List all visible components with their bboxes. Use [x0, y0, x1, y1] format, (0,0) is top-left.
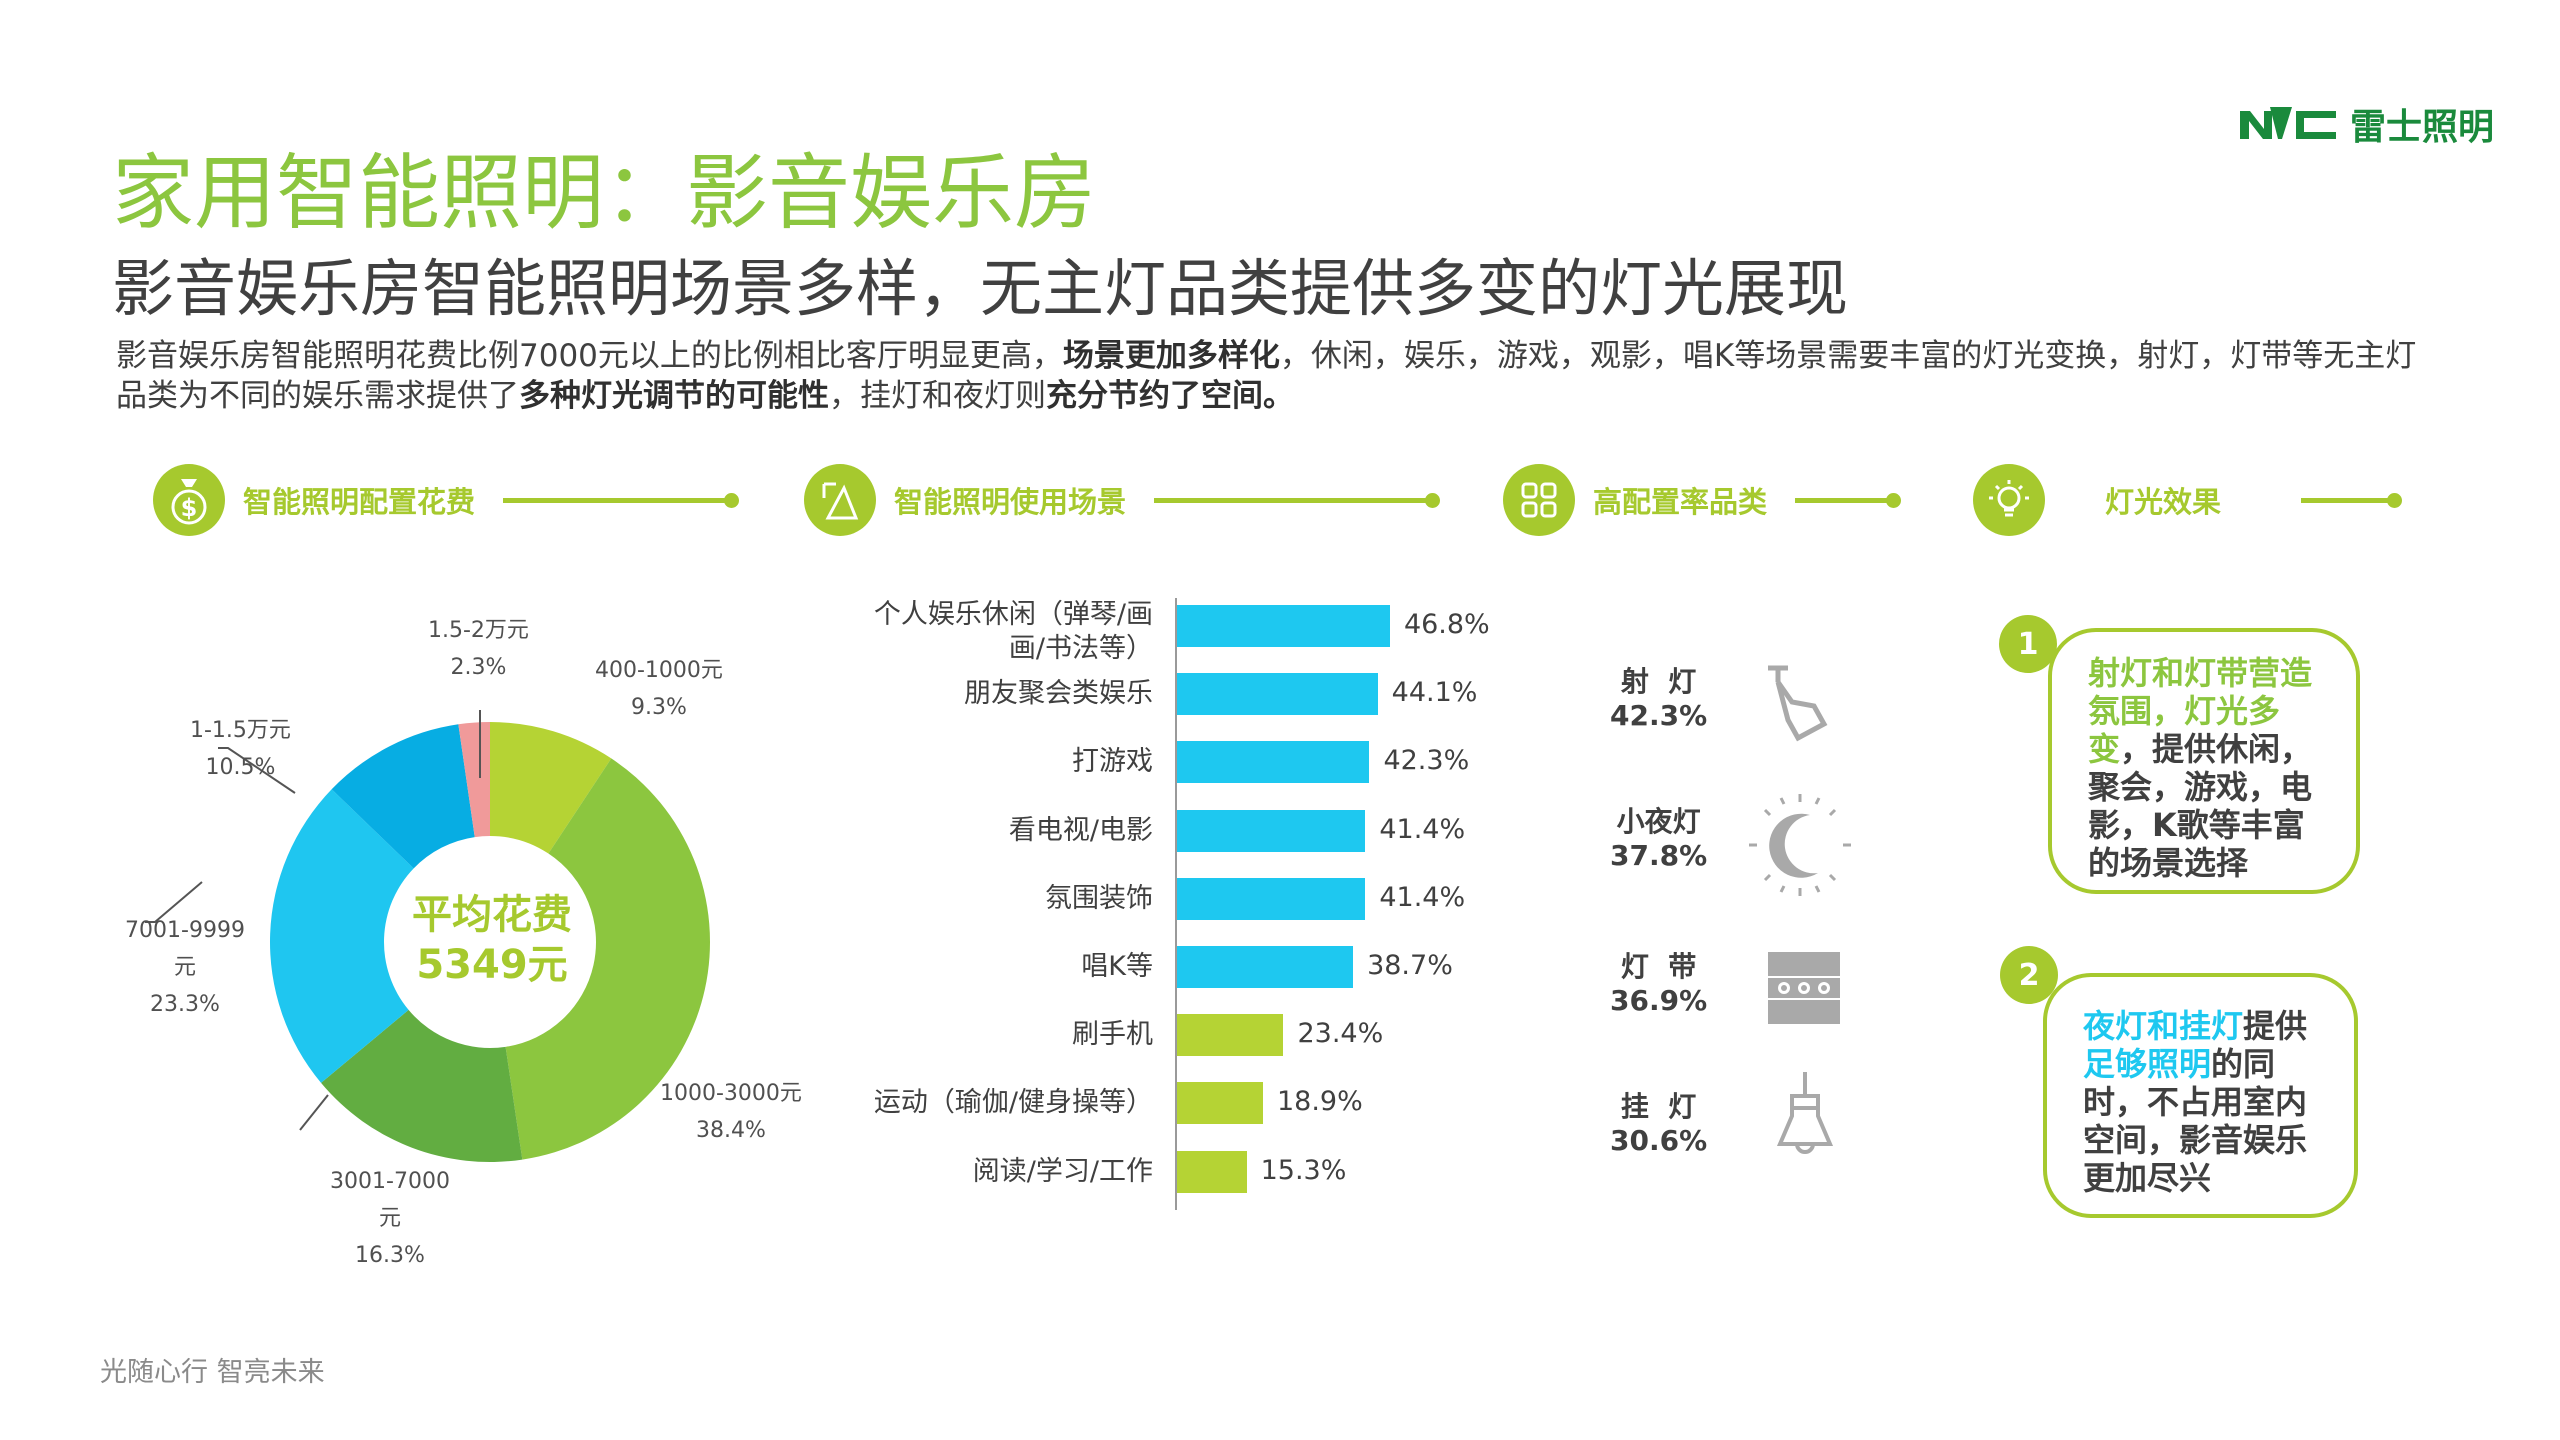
bar-value-label: 15.3% — [1260, 1154, 1347, 1186]
money-bag-icon: $ — [153, 464, 225, 536]
grid-icon — [1503, 464, 1575, 536]
bar-value-label: 41.4% — [1379, 813, 1466, 845]
section-header-categories: 高配置率品类 — [1503, 464, 1902, 536]
page-subtitle: 影音娱乐房智能照明场景多样，无主灯品类提供多变的灯光展现 — [112, 252, 1849, 325]
category-value: 30.6% — [1610, 1124, 1708, 1157]
logo-text: 雷士照明 — [2350, 107, 2495, 148]
spend-donut-chart — [145, 710, 710, 1162]
bar — [1177, 741, 1370, 784]
pie-label-400-1000: 400-1000元 9.3% — [595, 658, 723, 720]
bar — [1177, 1150, 1247, 1193]
pie-label-1.5-2w: 1.5-2万元 2.3% — [428, 618, 529, 680]
category-item: 射 灯 42.3% — [1610, 665, 1707, 733]
center-title: 平均花费 — [412, 892, 572, 938]
bar-value-label: 44.1% — [1391, 677, 1478, 709]
bar — [1177, 673, 1378, 716]
donut-slice-3 — [269, 789, 414, 1083]
pie-label-7001-9999: 7001-9999元 23.3% — [125, 918, 245, 1017]
bar-label: 氛围装饰 — [1045, 882, 1153, 914]
bar-label: 朋友聚会类娱乐 — [964, 678, 1153, 710]
section-label: 智能照明使用场景 — [894, 485, 1127, 519]
bar-label: 阅读/学习/工作 — [972, 1155, 1153, 1187]
category-value: 36.9% — [1610, 984, 1708, 1017]
effect-badge-2: 2 — [2000, 946, 2058, 1004]
bulb-icon — [1973, 464, 2045, 536]
section-header-effects: 灯光效果 — [1973, 464, 2403, 536]
section-header-spend: $ 智能照明配置花费 — [153, 464, 740, 536]
pendant-lamp-icon — [1770, 1070, 1840, 1174]
donut-center-label: 平均花费 5349元 — [372, 890, 612, 990]
scenes-bar-chart: 个人娱乐休闲（弹琴/画 画/书法等） 46.8% 朋友聚会类娱乐 44.1% 打游戏 42.… — [840, 598, 1540, 1210]
category-name: 小夜灯 — [1616, 805, 1701, 838]
bar-label: 运动（瑜伽/健身操等） — [873, 1087, 1153, 1119]
category-item: 灯 带 36.9% — [1610, 950, 1707, 1018]
bar — [1177, 946, 1354, 988]
bar-value-label: 41.4% — [1379, 881, 1466, 913]
bar-axis — [1175, 598, 1177, 1210]
svg-text:$: $ — [181, 494, 198, 522]
category-item: 挂 灯 30.6% — [1610, 1090, 1707, 1158]
intro-paragraph: 影音娱乐房智能照明花费比例7000元以上的比例相比客厅明显更高，场景更加多样化，… — [116, 338, 2417, 414]
category-value: 37.8% — [1610, 839, 1708, 872]
category-name: 射 灯 — [1620, 665, 1697, 698]
donut-slice-0 — [490, 722, 612, 854]
section-divider — [1795, 492, 1902, 508]
effect-box-1: 射灯和灯带营造氛围，灯光多变，提供休闲，聚会，游戏，电影，K歌等丰富的场景选择 — [2048, 628, 2360, 894]
footer-slogan: 光随心行 智亮未来 — [100, 1357, 325, 1388]
section-divider — [1154, 492, 1441, 508]
bar-value-label: 42.3% — [1383, 745, 1470, 777]
pie-label-3001-7000: 3001-7000元 16.3% — [330, 1169, 450, 1268]
scene-icon — [804, 464, 876, 536]
light-strip-icon — [1768, 952, 1840, 1028]
category-name: 挂 灯 — [1620, 1090, 1697, 1123]
leader-line — [145, 881, 203, 923]
bar-label: 打游戏 — [1072, 746, 1153, 778]
bar — [1177, 1014, 1284, 1057]
bar-label: 唱K等 — [1081, 951, 1153, 982]
donut-slice-2 — [321, 1009, 523, 1162]
section-label: 高配置率品类 — [1593, 485, 1768, 519]
bar — [1177, 605, 1390, 647]
bar-value-label: 46.8% — [1403, 609, 1490, 640]
section-header-scenes: 智能照明使用场景 — [804, 464, 1441, 536]
category-value: 42.3% — [1610, 699, 1708, 732]
spotlight-icon — [1760, 660, 1840, 754]
category-name: 灯 带 — [1620, 950, 1697, 983]
section-label: 智能照明配置花费 — [243, 485, 476, 519]
effect-box-2: 夜灯和挂灯提供足够照明的同时，不占用室内空间，影音娱乐更加尽兴 — [2043, 973, 2358, 1218]
pie-label-1000-3000: 1000-3000元 38.4% — [660, 1081, 802, 1143]
bar-label: 个人娱乐休闲（弹琴/画 画/书法等） — [873, 599, 1153, 664]
bar-value-label: 38.7% — [1367, 950, 1453, 981]
bar-label: 看电视/电影 — [1008, 814, 1153, 846]
center-value: 5349元 — [416, 942, 568, 988]
night-light-icon — [1745, 790, 1855, 904]
bar-value-label: 23.4% — [1297, 1018, 1384, 1050]
leader-line — [218, 747, 296, 794]
section-divider — [2301, 492, 2403, 508]
effect-badge-1: 1 — [1999, 615, 2057, 673]
leader-line — [299, 1094, 329, 1131]
bar — [1177, 809, 1366, 852]
bar-label: 刷手机 — [1072, 1019, 1153, 1051]
donut-slice-5 — [458, 722, 490, 838]
donut-slice-1 — [505, 758, 710, 1160]
bar — [1177, 1082, 1263, 1125]
donut-slice-4 — [331, 724, 475, 869]
bar-value-label: 18.9% — [1276, 1086, 1363, 1118]
category-item: 小夜灯 37.8% — [1610, 805, 1707, 873]
section-label: 灯光效果 — [2105, 485, 2222, 519]
pie-label-1-1.5w: 1-1.5万元 10.5% — [190, 718, 291, 780]
page-title: 家用智能照明：影音娱乐房 — [112, 146, 1097, 241]
section-divider — [503, 492, 740, 508]
nvc-logo-icon — [2240, 107, 2336, 139]
brand-logo: 雷士照明 — [2240, 98, 2494, 150]
bar — [1177, 877, 1366, 920]
